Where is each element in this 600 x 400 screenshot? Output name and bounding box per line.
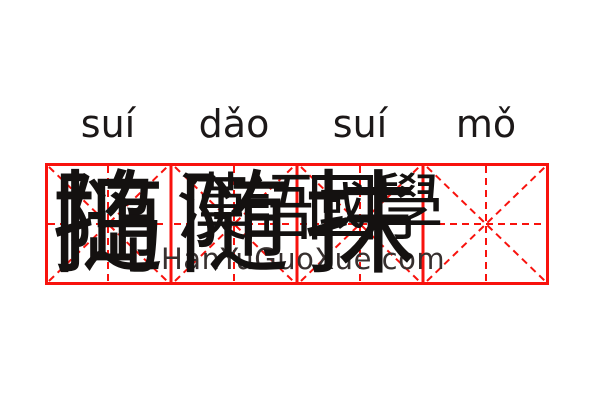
- pinyin-syllable-1: suí: [80, 102, 136, 147]
- character-cell-2: 捣: [45, 164, 171, 286]
- watermark-site-url: HanYuGuoXue.com: [161, 242, 446, 276]
- character-cell-3: 随: [171, 164, 297, 286]
- pinyin-syllable-3: suí: [332, 102, 388, 147]
- watermark-hanzi: 漢語國學: [176, 166, 444, 251]
- idiom-character-3: 随: [178, 160, 290, 290]
- practice-grid: 随 捣 随 抹: [45, 163, 549, 285]
- idiom-character-2: 捣: [52, 160, 164, 290]
- tianzige-grid-lines: [45, 163, 549, 285]
- pinyin-syllable-2: dǎo: [198, 102, 270, 147]
- idiom-character-4: 抹: [304, 160, 416, 290]
- pinyin-syllable-4: mǒ: [455, 102, 517, 147]
- pinyin-row: suí dǎo suí mǒ: [45, 96, 549, 146]
- idiom-character-1: 随: [52, 160, 164, 290]
- character-cell-4: 抹: [297, 164, 423, 286]
- character-cell-1: 随: [45, 164, 171, 286]
